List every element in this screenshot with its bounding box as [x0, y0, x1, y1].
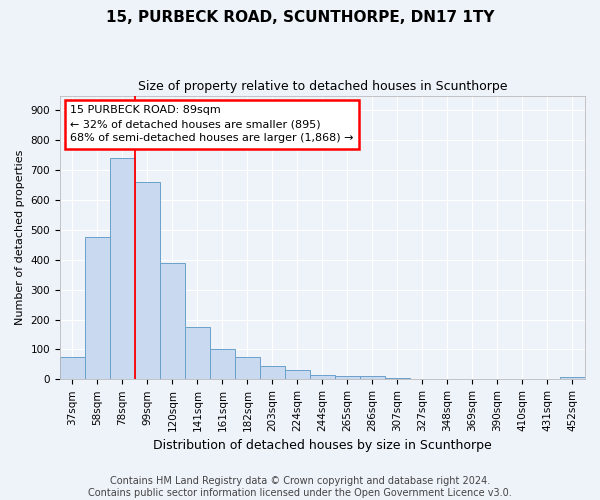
Bar — [360, 376, 385, 380]
Bar — [185, 327, 210, 380]
Bar — [335, 376, 360, 380]
X-axis label: Distribution of detached houses by size in Scunthorpe: Distribution of detached houses by size … — [153, 440, 492, 452]
Bar — [210, 350, 235, 380]
Bar — [285, 370, 310, 380]
Bar — [160, 263, 185, 380]
Text: Contains HM Land Registry data © Crown copyright and database right 2024.
Contai: Contains HM Land Registry data © Crown c… — [88, 476, 512, 498]
Bar — [260, 366, 285, 380]
Bar — [410, 378, 435, 380]
Title: Size of property relative to detached houses in Scunthorpe: Size of property relative to detached ho… — [138, 80, 507, 93]
Text: 15 PURBECK ROAD: 89sqm
← 32% of detached houses are smaller (895)
68% of semi-de: 15 PURBECK ROAD: 89sqm ← 32% of detached… — [70, 106, 354, 144]
Bar — [235, 357, 260, 380]
Bar — [135, 182, 160, 380]
Bar — [85, 238, 110, 380]
Bar — [560, 377, 585, 380]
Text: 15, PURBECK ROAD, SCUNTHORPE, DN17 1TY: 15, PURBECK ROAD, SCUNTHORPE, DN17 1TY — [106, 10, 494, 25]
Bar — [110, 158, 135, 380]
Bar — [60, 357, 85, 380]
Bar — [460, 378, 485, 380]
Bar — [385, 378, 410, 380]
Bar — [310, 375, 335, 380]
Y-axis label: Number of detached properties: Number of detached properties — [15, 150, 25, 325]
Bar — [435, 378, 460, 380]
